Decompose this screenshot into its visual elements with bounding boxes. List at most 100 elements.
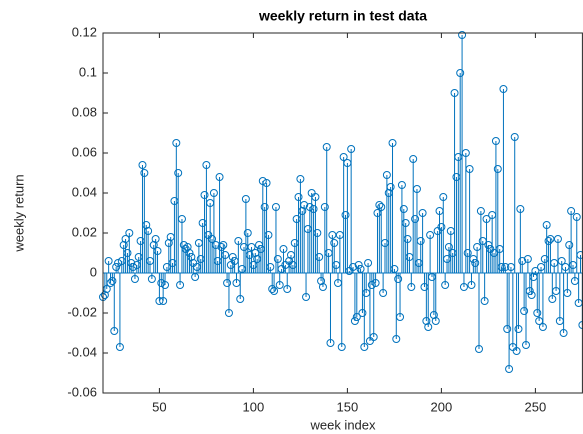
stem-marker: [382, 171, 391, 179]
stem-marker: [399, 205, 408, 213]
stem-marker: [501, 263, 510, 271]
stem-marker: [123, 249, 132, 257]
stem-marker: [200, 191, 209, 199]
stem-marker: [159, 297, 168, 305]
stem-marker: [475, 345, 483, 353]
stem-marker: [396, 313, 405, 321]
stem-marker: [296, 175, 305, 183]
stem-marker: [514, 325, 523, 333]
stem-marker: [164, 239, 173, 247]
stem-marker: [215, 173, 224, 181]
stem-marker: [476, 207, 485, 215]
stem-marker: [563, 289, 572, 297]
stem-marker: [209, 189, 218, 197]
stem-marker: [273, 255, 282, 263]
stem-marker: [407, 283, 416, 291]
stem-marker: [294, 193, 303, 201]
stem-marker: [187, 253, 196, 261]
stem-marker: [358, 309, 367, 317]
stem-marker: [264, 231, 273, 239]
stem-marker: [377, 203, 386, 211]
stem-marker: [185, 249, 194, 257]
stem-marker: [219, 241, 228, 249]
stem-marker: [337, 343, 346, 351]
stem-marker: [544, 237, 553, 245]
y-tick-label: 0.02: [72, 224, 97, 239]
stem-marker: [144, 227, 153, 235]
stem-marker: [394, 275, 403, 283]
stem-marker: [503, 325, 512, 333]
stem-marker: [300, 201, 309, 209]
stem-marker: [243, 229, 252, 237]
stem-marker: [176, 281, 185, 289]
stem-marker: [461, 149, 470, 157]
stem-marker: [360, 343, 369, 351]
stem-marker: [266, 263, 275, 271]
stem-marker: [510, 133, 519, 141]
stem-marker: [369, 333, 378, 341]
stem-marker: [533, 309, 542, 317]
stem-marker: [576, 251, 583, 259]
stem-marker: [390, 265, 399, 273]
stem-marker: [270, 287, 279, 295]
stem-marker: [426, 231, 435, 239]
stem-marker: [386, 183, 395, 191]
y-tick-label: 0: [90, 264, 97, 279]
stem-marker: [403, 235, 412, 243]
stem-marker: [100, 291, 109, 299]
stem-marker: [491, 137, 500, 145]
stem-marker: [275, 281, 284, 289]
x-tick-label: 100: [243, 399, 265, 414]
stem-marker: [260, 203, 269, 211]
stem-marker: [172, 139, 181, 147]
stem-marker: [234, 237, 243, 245]
stem-marker: [347, 145, 356, 153]
y-tick-label: -0.02: [67, 304, 97, 319]
stem-marker: [431, 317, 440, 325]
stem-marker: [409, 155, 418, 163]
stem-marker: [110, 327, 119, 335]
stem-marker: [149, 241, 158, 249]
stem-marker: [422, 317, 431, 325]
stem-marker: [339, 153, 348, 161]
stem-marker: [525, 287, 534, 295]
stem-marker: [258, 177, 267, 185]
stem-marker: [236, 295, 245, 303]
stem-marker: [320, 203, 329, 211]
stem-marker: [567, 207, 576, 215]
stem-marker: [364, 259, 373, 267]
stem-marker: [115, 343, 124, 351]
stem-marker: [191, 273, 200, 281]
stem-marker: [224, 309, 233, 317]
stem-marker: [151, 235, 160, 243]
stem-marker: [546, 235, 555, 243]
stem-marker: [437, 223, 446, 231]
stem-marker: [271, 203, 280, 211]
stem-marker: [217, 243, 226, 251]
stem-marker: [315, 253, 324, 261]
stem-marker: [557, 257, 566, 265]
stem-marker: [522, 341, 530, 349]
x-axis-label: week index: [309, 417, 376, 432]
stem-marker: [531, 267, 540, 275]
stem-marker: [375, 201, 384, 209]
stem-marker: [397, 181, 406, 189]
stem-marker: [553, 235, 562, 243]
stem-marker: [482, 215, 491, 223]
stem-marker: [179, 241, 188, 249]
stem-marker: [247, 243, 256, 251]
stem-marker: [518, 257, 527, 265]
stem-marker: [311, 193, 320, 201]
stem-marker: [352, 313, 361, 321]
stem-marker: [119, 241, 128, 249]
stem-marker: [565, 241, 574, 249]
stem-marker: [221, 251, 230, 259]
stem-marker: [202, 161, 211, 169]
stem-marker: [367, 281, 376, 289]
stem-marker: [412, 185, 421, 193]
y-tick-label: 0.04: [72, 184, 97, 199]
stem-marker: [542, 221, 551, 229]
stem-marker: [572, 213, 581, 221]
stem-marker: [127, 259, 136, 267]
